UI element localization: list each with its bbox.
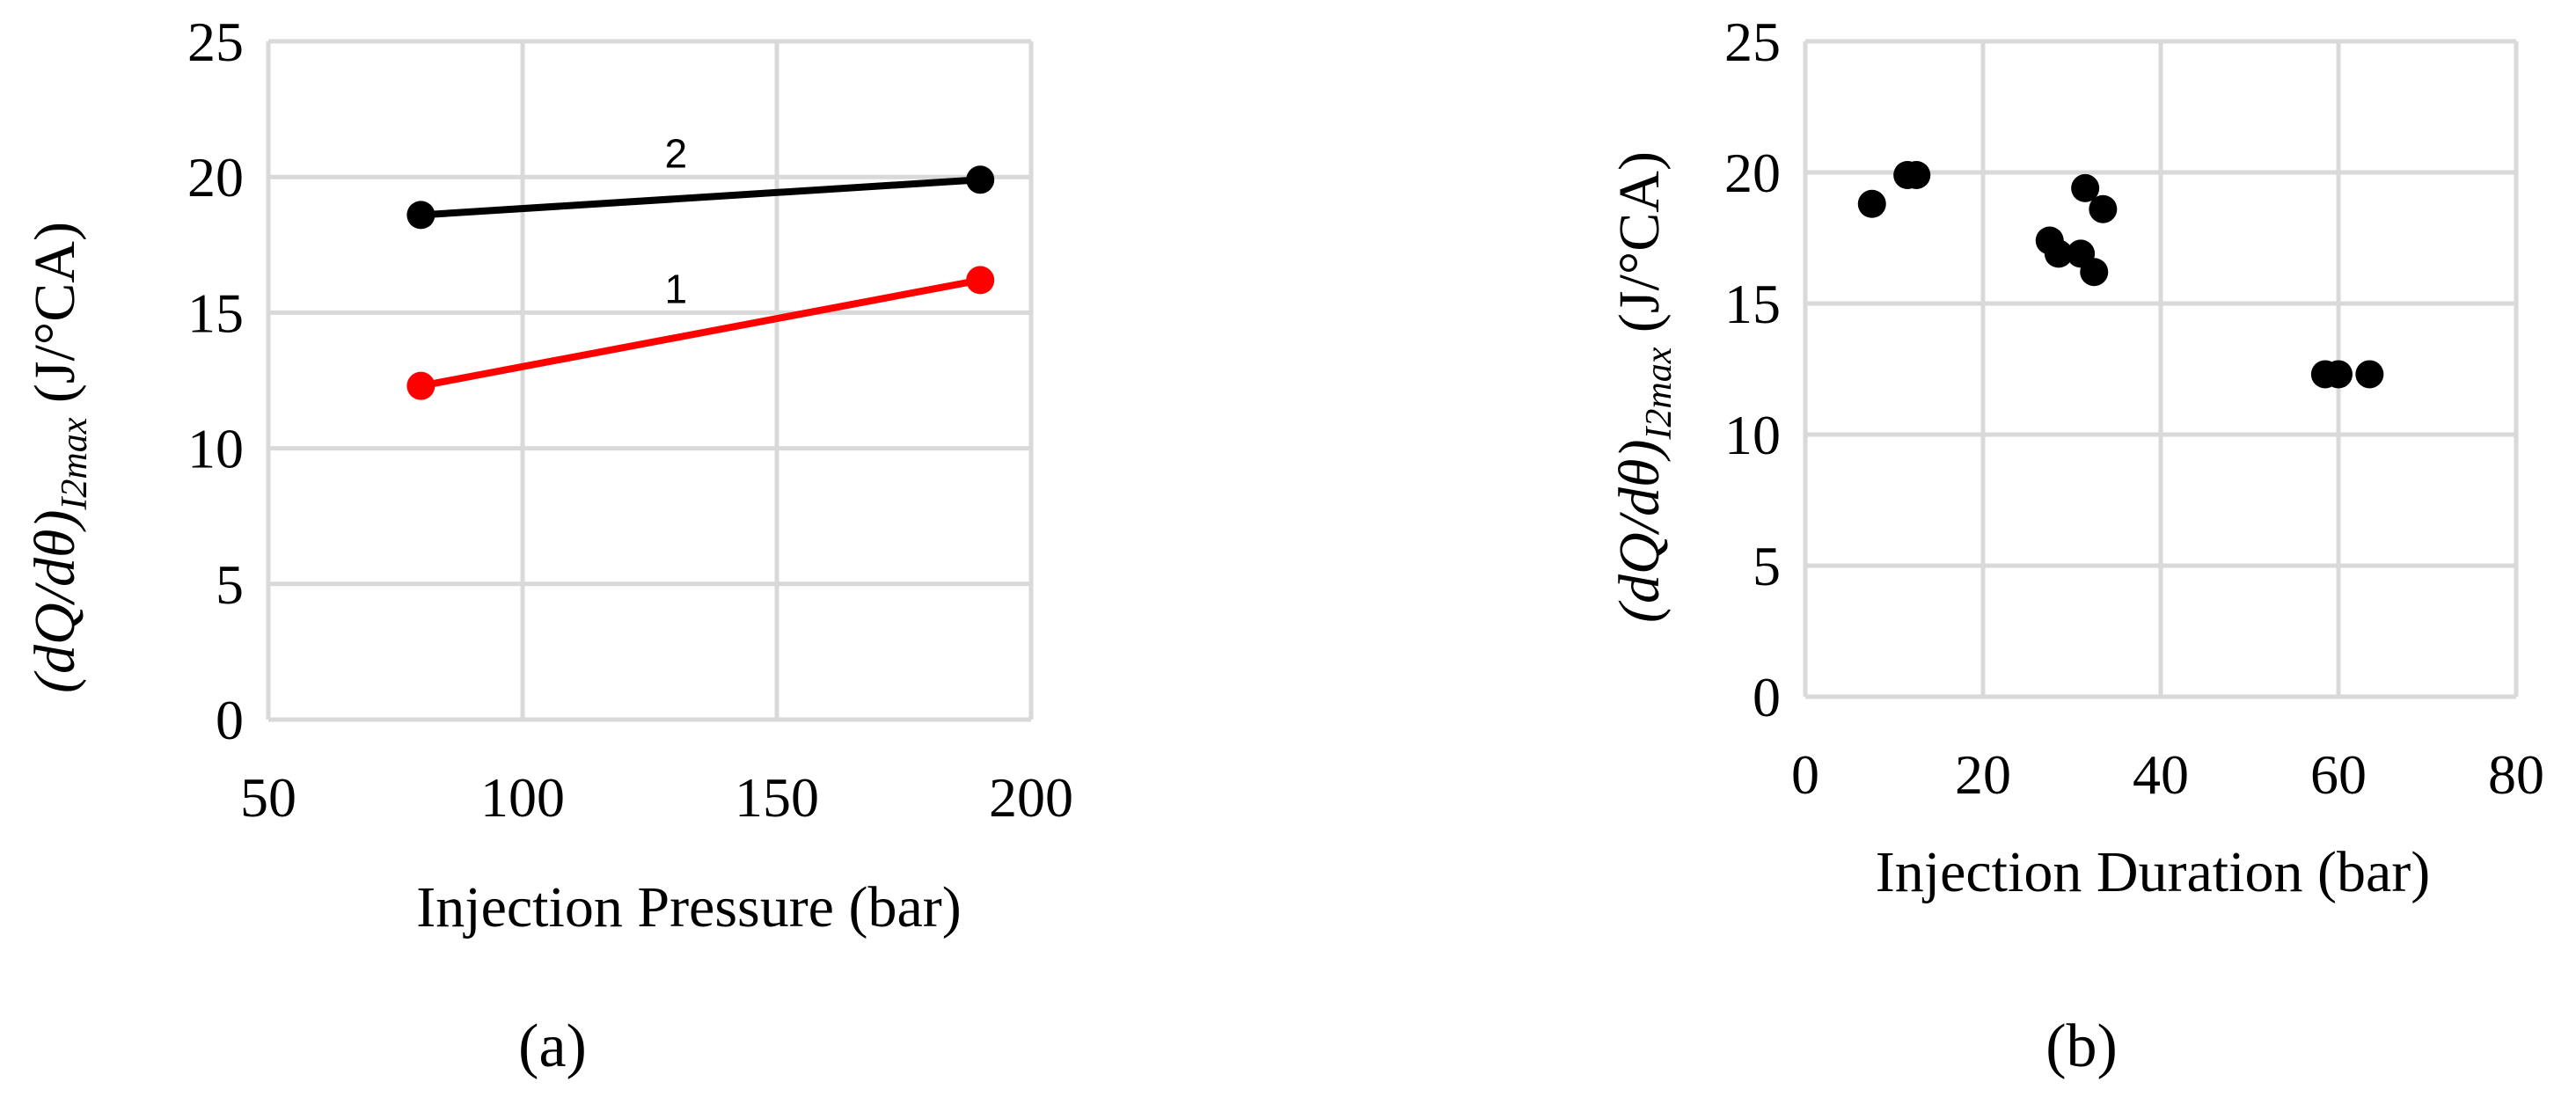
data-point [2089,194,2118,223]
y-tick-labels-a: 0 5 10 15 20 25 [187,11,244,751]
data-point [1902,160,1931,189]
y-axis-title-b-subscript: I2max [1639,347,1680,440]
series-label-1: 1 [665,267,688,312]
x-tick-label: 60 [2310,743,2367,806]
series-line-1 [420,276,981,390]
y-tick-label: 20 [1724,142,1781,204]
panel-label-a: (a) [518,1013,587,1080]
data-point [2355,360,2384,389]
y-axis-title-b-unit-space [1607,333,1672,347]
plot-area-a: 12 [406,130,995,400]
data-point [966,165,995,194]
x-axis-title-a: Injection Pressure (bar) [416,875,961,939]
gridlines-a [266,39,1034,722]
chart-panel-b: 0 20 40 60 80 0 5 10 15 20 25 Injection Duration … [1607,11,2544,1080]
y-axis-title-a: (dQ/dθ)I2max (J/°CA) [23,222,95,693]
x-tick-label: 200 [989,766,1073,829]
x-axis-title-b: Injection Duration (bar) [1876,840,2430,904]
y-tick-label: 25 [1724,11,1781,73]
x-tick-label: 80 [2488,743,2544,806]
x-tick-label: 100 [480,766,565,829]
y-tick-label: 5 [216,553,244,616]
y-axis-title-a-unit: (J/°CA) [23,222,87,403]
y-tick-label: 0 [1753,666,1781,728]
x-tick-label: 0 [1791,743,1819,806]
x-tick-label: 20 [1955,743,2011,806]
series-line-2 [421,176,981,219]
data-point [1857,189,1886,218]
data-point [406,201,435,230]
x-tick-labels-a: 50 100 150 200 [240,766,1073,829]
plot-area-b [1857,160,2384,389]
y-tick-label: 25 [187,11,244,73]
data-point [2071,173,2100,202]
x-tick-label: 50 [240,766,296,829]
data-point [406,371,435,400]
x-tick-labels-b: 0 20 40 60 80 [1791,743,2544,806]
y-axis-title-a-subscript: I2max [55,417,95,510]
y-axis-title-a-unit-space [23,403,87,418]
y-tick-label: 10 [1724,404,1781,466]
y-tick-label: 10 [187,418,244,480]
y-tick-label: 5 [1753,535,1781,597]
x-tick-label: 40 [2133,743,2189,806]
data-point [2080,258,2109,287]
data-point [966,266,995,295]
x-tick-label: 150 [735,766,819,829]
y-axis-title-b: (dQ/dθ)I2max (J/°CA) [1607,151,1680,623]
y-tick-label: 15 [187,281,244,344]
y-tick-label: 20 [187,146,244,208]
y-axis-title-b-unit: (J/°CA) [1607,151,1672,333]
series-label-2: 2 [665,130,688,176]
y-tick-label: 0 [216,689,244,751]
y-tick-label: 15 [1724,273,1781,335]
y-axis-title-a-prefix: (dQ/dθ) [23,510,87,693]
y-tick-labels-b: 0 5 10 15 20 25 [1724,11,1781,728]
data-point [2324,360,2353,389]
y-axis-title-b-prefix: (dQ/dθ) [1607,440,1672,623]
data-point [2044,239,2073,268]
panel-label-b: (b) [2045,1013,2118,1080]
gridlines-b [1803,39,2519,699]
